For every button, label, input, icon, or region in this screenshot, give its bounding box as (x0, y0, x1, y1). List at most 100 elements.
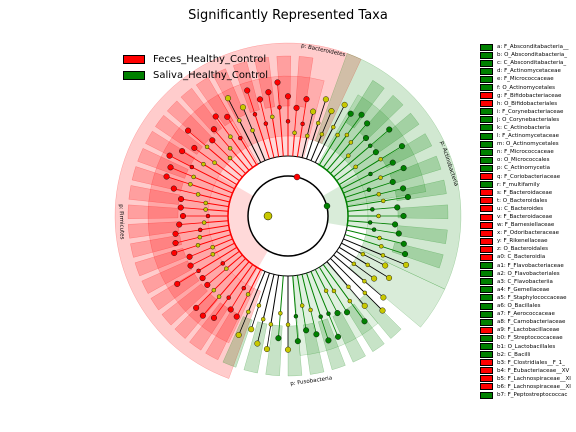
tree-node (361, 318, 368, 325)
tree-branch (270, 275, 280, 325)
tree-branch (256, 319, 264, 344)
taxa-key-item: a8: F_Carnobacteriaceae (480, 318, 571, 326)
tree-branch (381, 245, 406, 255)
tree-node (186, 253, 193, 260)
tree-node (400, 165, 407, 172)
tree-branch (346, 114, 362, 136)
tree-branch (173, 188, 199, 195)
tree-node (341, 101, 348, 108)
leaf-wedge (222, 316, 253, 368)
tree-node (403, 261, 410, 268)
leaf-wedge (137, 148, 189, 179)
tree-node (305, 133, 310, 139)
taxa-key-swatch (480, 164, 493, 172)
tree-node (188, 182, 193, 187)
tree-branch (238, 311, 249, 336)
tree-node (377, 235, 382, 241)
tree-branch (207, 268, 227, 286)
tree-node (389, 159, 396, 166)
tree-node (235, 331, 242, 338)
taxa-key-item: a5: F_Staphylococcaceae (480, 294, 571, 302)
tree-node (368, 143, 373, 148)
taxa-key-swatch (480, 189, 493, 197)
taxa-key-label: b0: F_Streptococcaceae (497, 335, 563, 342)
tree-node (366, 187, 372, 192)
tree-node (285, 346, 292, 353)
tree-node (362, 279, 367, 284)
tree-node (379, 307, 386, 314)
leaf-wedge (346, 80, 385, 129)
taxa-key-label: x: F_Odoribacteraceae (497, 230, 559, 237)
taxa-key-label: c: C_Absconditabacteria_ (497, 60, 567, 67)
tree-node (386, 126, 393, 133)
tree-node (211, 287, 217, 293)
leaf-wedge (243, 321, 268, 374)
tree-branch (180, 207, 206, 210)
taxa-key-label: m: O_Actinomycetales (497, 141, 559, 148)
tree-branch (383, 196, 408, 202)
taxa-key-swatch (480, 221, 493, 229)
taxa-key-label: a: F_Absconditabacteria__ (497, 44, 569, 51)
taxa-key-swatch (480, 132, 493, 140)
leaf-wedge (195, 77, 234, 127)
tree-branch (197, 193, 230, 203)
taxa-key-item: b7: F_Peptostreptococcac (480, 391, 571, 399)
tree-node (198, 227, 203, 233)
tree-node (270, 114, 275, 120)
tree-branch (330, 258, 366, 294)
tree-node (293, 104, 300, 111)
tree-node (293, 314, 299, 319)
tree-node (404, 194, 411, 201)
tree-branch (200, 224, 229, 231)
taxa-key-item: f: O_Actinomycetales (480, 83, 571, 92)
tree-node (294, 338, 301, 345)
tree-node (256, 96, 263, 103)
tree-branch (338, 246, 368, 266)
tree-node (323, 288, 329, 294)
tree-node (370, 207, 375, 212)
tree-node (322, 96, 329, 103)
taxa-key-swatch (480, 100, 493, 108)
tree-branch (247, 271, 266, 313)
tree-branch (333, 254, 365, 282)
tree-branch (301, 274, 312, 311)
tree-node (348, 140, 354, 145)
tree-node (278, 311, 283, 316)
taxa-key-item: b4: F_Eubacteriaceae__XV (480, 367, 571, 375)
tree-branch (336, 250, 355, 265)
taxa-key-item: z: O_Bacteroidales (480, 245, 571, 253)
taxa-key-item: a9: F_Lactobacillaceae (480, 326, 571, 334)
taxa-key-item: b5: F_Lachnospiraceae__XI (480, 375, 571, 383)
tree-node (318, 314, 323, 319)
taxa-key-swatch (480, 140, 493, 148)
tree-node (371, 227, 377, 232)
tree-node (187, 262, 194, 269)
root-ring (247, 175, 329, 257)
tree-node (331, 124, 336, 130)
tree-node (265, 89, 272, 96)
tree-node (174, 280, 181, 287)
tree-branch (310, 271, 329, 314)
tree-node (254, 340, 261, 347)
tree-branch (212, 140, 231, 159)
tree-node (303, 327, 310, 334)
legend-swatch-saliva (123, 70, 145, 80)
tree-node (308, 307, 313, 313)
taxa-key-swatch (480, 367, 493, 375)
tree-branch (367, 264, 390, 279)
taxa-key-label: h: O_Bifidobacteriales (497, 100, 558, 107)
taxa-key-label: q: F_Coriobacteriaceae (497, 173, 561, 180)
tree-node (226, 295, 231, 300)
tree-branch (177, 270, 199, 285)
tree-branch (229, 147, 250, 171)
tree-node (285, 322, 291, 327)
tree-node (210, 252, 216, 257)
tree-node (368, 171, 373, 177)
tree-node (398, 143, 405, 150)
taxa-key-label: b4: F_Eubacteriaceae__XV (497, 367, 570, 374)
chart-title: Significantly Represented Taxa (188, 8, 388, 23)
tree-node (386, 274, 393, 281)
tree-branch (326, 142, 352, 171)
tree-node (376, 213, 381, 219)
legend-swatch-feces (123, 54, 145, 64)
